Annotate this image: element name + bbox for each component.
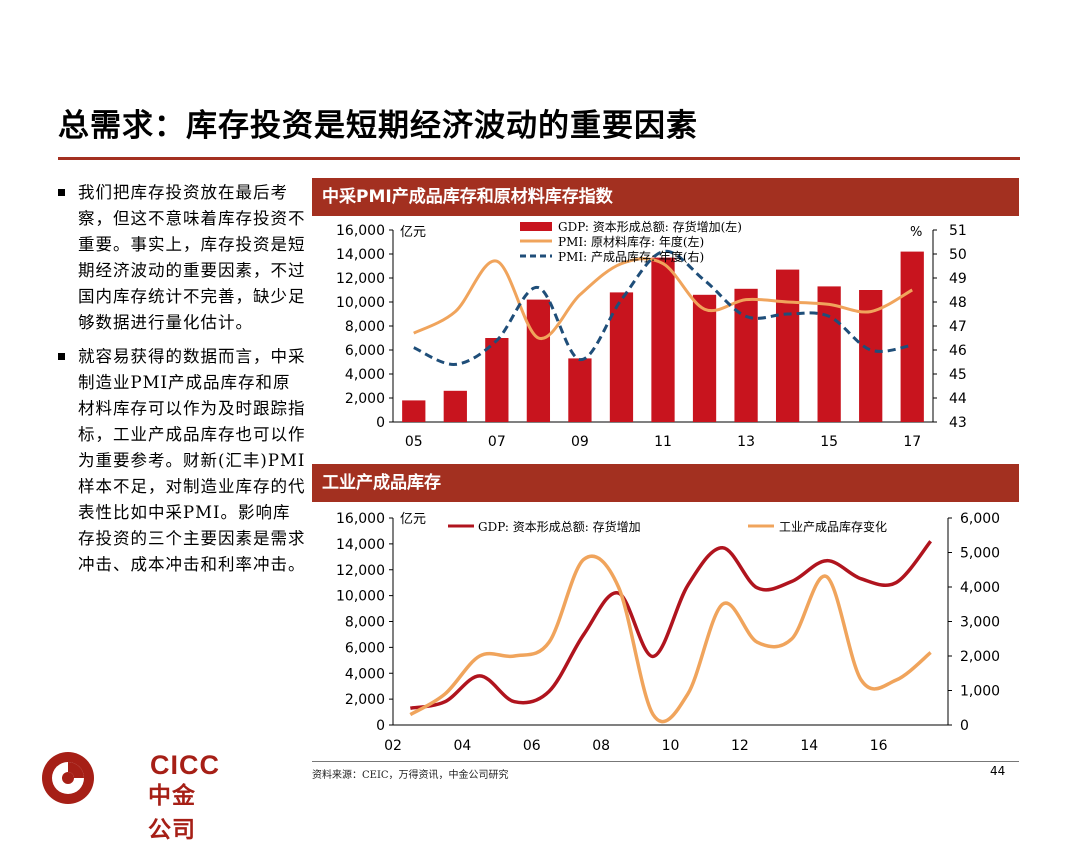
chart1-legend-label: PMI: 原材料库存: 年度(左) [558, 234, 704, 249]
chart2-right-tick-label: 0 [960, 718, 969, 734]
chart1-x-tick-label: 17 [903, 434, 921, 450]
chart2-left-tick-label: 12,000 [336, 563, 385, 579]
chart1-right-tick-label: 48 [949, 295, 967, 311]
chart1-left-tick-label: 6,000 [345, 343, 385, 359]
chart1-line-finished-goods [413, 249, 913, 366]
chart1-bar [402, 400, 426, 422]
bullet-square-icon [58, 353, 65, 360]
bullet-item: 我们把库存投资放在最后考察，但这不意味着库存投资不重要。事实上，库存投资是短期经… [56, 180, 306, 336]
chart2-x-tick-label: 10 [662, 738, 680, 754]
page-title: 总需求：库存投资是短期经济波动的重要因素 [58, 108, 698, 144]
chart2-left-tick-label: 16,000 [336, 511, 385, 527]
chart1-line-raw-material [413, 257, 913, 340]
chart1-right-tick-label: 43 [949, 415, 967, 431]
chart2-x-tick-label: 02 [384, 738, 402, 754]
source-divider [312, 761, 1019, 762]
chart1-x-tick-label: 15 [820, 434, 838, 450]
chart1-left-tick-label: 16,000 [336, 223, 385, 239]
logo-text-en: CICC [150, 750, 220, 780]
bullet-item: 就容易获得的数据而言，中采制造业PMI产成品库存和原材料库存可以作为及时跟踪指标… [56, 344, 306, 578]
chart1-legend-label: GDP: 资本形成总额: 存货增加(左) [558, 219, 742, 234]
chart1-left-unit: 亿元 [400, 225, 426, 240]
chart2-x-tick-label: 16 [870, 738, 888, 754]
chart2-legend-label: 工业产成品库存变化 [779, 519, 887, 534]
chart1-right-tick-label: 51 [949, 223, 967, 239]
chart1-left-tick-label: 0 [376, 415, 385, 431]
chart2-x-tick-label: 14 [800, 738, 818, 754]
chart2-left-tick-label: 4,000 [345, 666, 385, 682]
chart1-bar [609, 292, 634, 422]
chart1-bar [859, 290, 883, 422]
bullet-text: 我们把库存投资放在最后考察，但这不意味着库存投资不重要。事实上，库存投资是短期经… [78, 183, 306, 332]
title-divider [58, 157, 1020, 160]
chart1-right-tick-label: 49 [949, 271, 967, 287]
source-note: 资料来源：CEIC，万得资讯，中金公司研究 [312, 770, 509, 781]
chart1-left-tick-label: 12,000 [336, 271, 385, 287]
bullet-square-icon [58, 189, 65, 196]
chart2-left-tick-label: 6,000 [345, 640, 385, 656]
chart1-x-tick-label: 13 [737, 434, 755, 450]
chart2-x-tick-label: 12 [731, 738, 749, 754]
chart1-bar [900, 251, 924, 422]
chart1-left-tick-label: 10,000 [336, 295, 385, 311]
chart1-bar [526, 299, 551, 422]
chart1-x-tick-label: 09 [571, 434, 589, 450]
chart1-title: 中采PMI产成品库存和原材料库存指数 [312, 178, 1019, 216]
chart2-left-unit: 亿元 [400, 512, 426, 527]
chart1-left-tick-label: 2,000 [345, 391, 385, 407]
chart2-line-industrial-inventory [409, 554, 932, 724]
chart1-bar [775, 269, 800, 422]
chart2-x-tick-label: 06 [523, 738, 541, 754]
chart1-right-tick-label: 46 [949, 343, 967, 359]
cicc-logo: CICC 中金公司 [40, 748, 219, 843]
chart2-right-tick-label: 6,000 [960, 511, 1000, 527]
chart2-left-tick-label: 2,000 [345, 692, 385, 708]
chart1-bar [443, 390, 467, 422]
chart1-x-tick-label: 05 [405, 434, 423, 450]
chart2-right-tick-label: 2,000 [960, 649, 1000, 665]
chart1-left-tick-label: 8,000 [345, 319, 385, 335]
chart1-legend-label: PMI: 产成品库存: 年度(右) [558, 249, 704, 264]
chart2-title: 工业产成品库存 [312, 464, 1019, 502]
chart1-right-unit: % [910, 225, 922, 240]
chart1-bar [692, 294, 717, 422]
chart1-left-tick-label: 14,000 [336, 247, 385, 263]
chart2-left-tick-label: 8,000 [345, 615, 385, 631]
chart1-bar [734, 288, 758, 422]
chart2-right-tick-label: 1,000 [960, 684, 1000, 700]
chart1-right-tick-label: 50 [949, 247, 967, 263]
chart2-left-tick-label: 10,000 [336, 589, 385, 605]
chart2-x-tick-label: 08 [592, 738, 610, 754]
chart2-right-tick-label: 3,000 [960, 615, 1000, 631]
chart2-legend-label: GDP: 资本形成总额: 存货增加 [478, 519, 641, 534]
chart2-x-tick-label: 04 [453, 738, 471, 754]
chart1-right-tick-label: 47 [949, 319, 967, 335]
chart1-right-tick-label: 45 [949, 367, 967, 383]
chart2-left-tick-label: 14,000 [336, 537, 385, 553]
chart1-x-tick-label: 07 [488, 434, 506, 450]
chart2-right-tick-label: 4,000 [960, 580, 1000, 596]
bullet-text: 就容易获得的数据而言，中采制造业PMI产成品库存和原材料库存可以作为及时跟踪指标… [78, 347, 306, 574]
chart1-bar [568, 358, 592, 422]
chart1-left-tick-label: 4,000 [345, 367, 385, 383]
chart1-legend-swatch-bar [520, 222, 552, 231]
chart2-left-tick-label: 0 [376, 718, 385, 734]
bullet-list: 我们把库存投资放在最后考察，但这不意味着库存投资不重要。事实上，库存投资是短期经… [56, 180, 306, 586]
chart2-line-gdp-inventory [410, 540, 933, 710]
cicc-logo-mark-icon [42, 752, 94, 804]
page-number: 44 [990, 764, 1006, 778]
chart1-bar [651, 257, 675, 422]
chart1-right-tick-label: 44 [949, 391, 967, 407]
chart1-x-tick-label: 11 [654, 434, 672, 450]
chart1-bar [485, 338, 509, 422]
chart2-right-tick-label: 5,000 [960, 546, 1000, 562]
